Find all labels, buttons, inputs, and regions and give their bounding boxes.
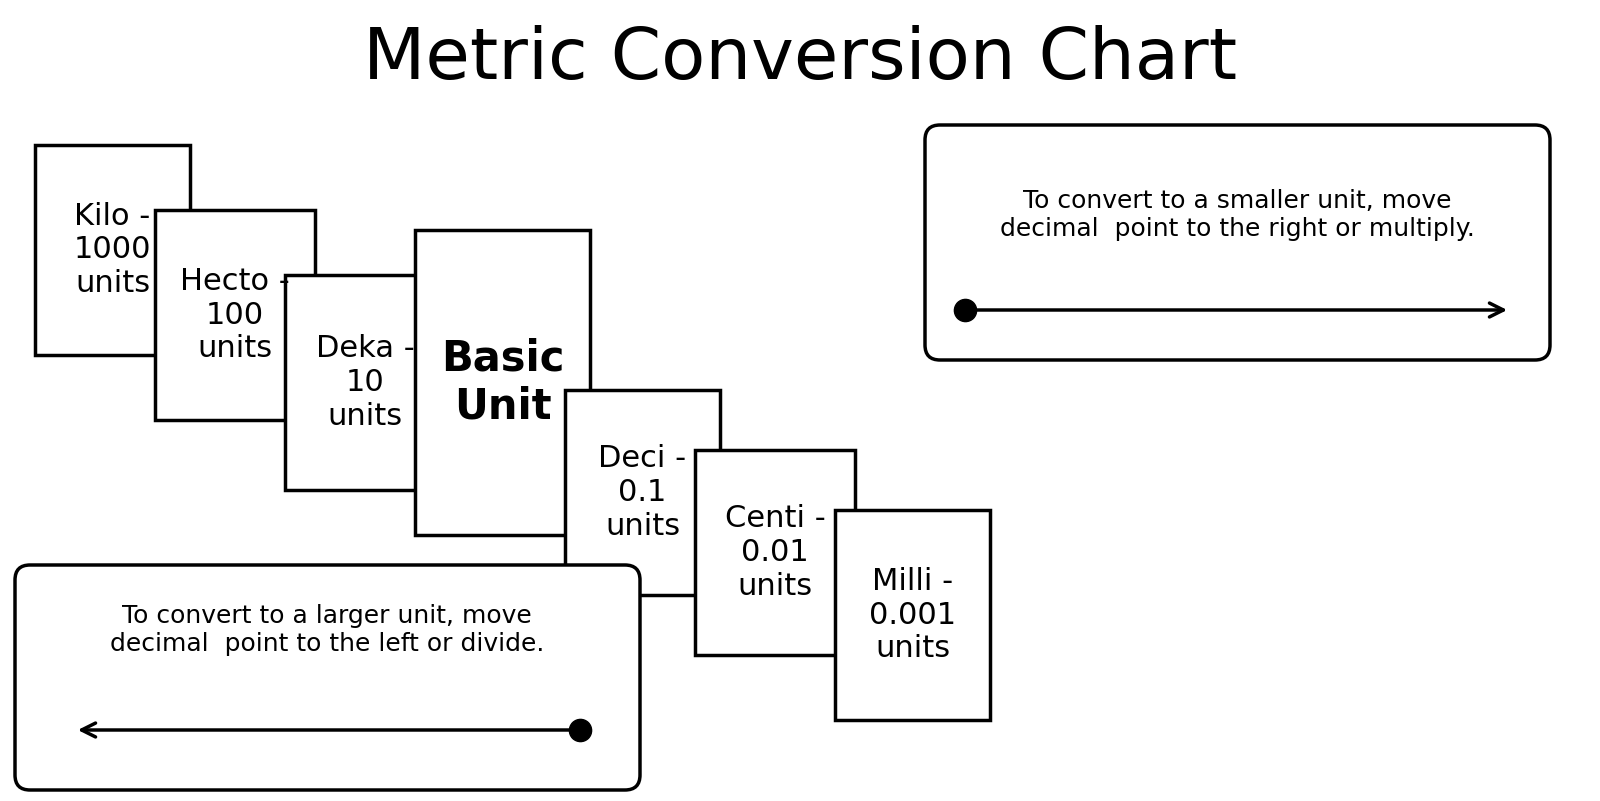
FancyBboxPatch shape [694,450,854,655]
Text: Milli -
0.001
units: Milli - 0.001 units [869,567,957,663]
Text: Hecto -
100
units: Hecto - 100 units [181,267,290,363]
Text: Metric Conversion Chart: Metric Conversion Chart [363,26,1237,95]
FancyBboxPatch shape [285,275,445,490]
Text: Basic
Unit: Basic Unit [442,337,565,428]
Text: Deka -
10
units: Deka - 10 units [315,334,414,431]
Text: Kilo -
1000
units: Kilo - 1000 units [74,202,152,298]
FancyBboxPatch shape [35,145,190,355]
Text: Deci -
0.1
units: Deci - 0.1 units [598,445,686,541]
FancyBboxPatch shape [14,565,640,790]
FancyBboxPatch shape [155,210,315,420]
FancyBboxPatch shape [835,510,990,720]
Text: To convert to a smaller unit, move
decimal  point to the right or multiply.: To convert to a smaller unit, move decim… [1000,189,1475,241]
FancyBboxPatch shape [414,230,590,535]
Text: Centi -
0.01
units: Centi - 0.01 units [725,505,826,601]
FancyBboxPatch shape [925,125,1550,360]
FancyBboxPatch shape [565,390,720,595]
Text: To convert to a larger unit, move
decimal  point to the left or divide.: To convert to a larger unit, move decima… [110,604,544,656]
